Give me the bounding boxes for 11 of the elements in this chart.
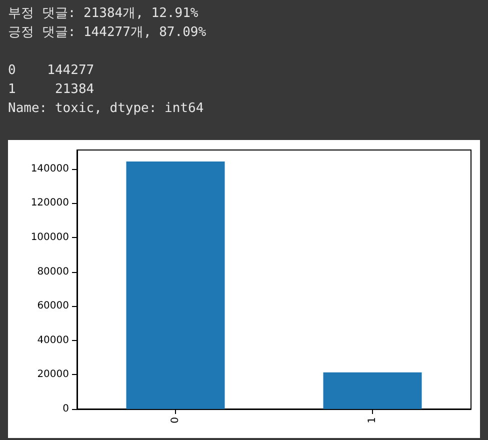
y-tick-label: 20000 — [37, 369, 69, 380]
y-tick-label: 140000 — [30, 163, 69, 174]
y-tick-label: 120000 — [30, 198, 69, 209]
x-tick-label: 1 — [367, 417, 378, 424]
text: 0 144277 1 21384 Name: toxic, dtype: int64 — [8, 62, 205, 118]
text: 부정 댓글: 21384개, 12.91% 긍정 댓글: 144277개, 87.09% — [8, 5, 206, 42]
y-tick-label: 100000 — [30, 232, 69, 243]
y-tick-label: 40000 — [37, 334, 69, 346]
y-tick-label: 0 — [62, 404, 69, 414]
y-tick-label: 60000 — [37, 300, 69, 312]
y-tick-label: 80000 — [37, 266, 69, 278]
